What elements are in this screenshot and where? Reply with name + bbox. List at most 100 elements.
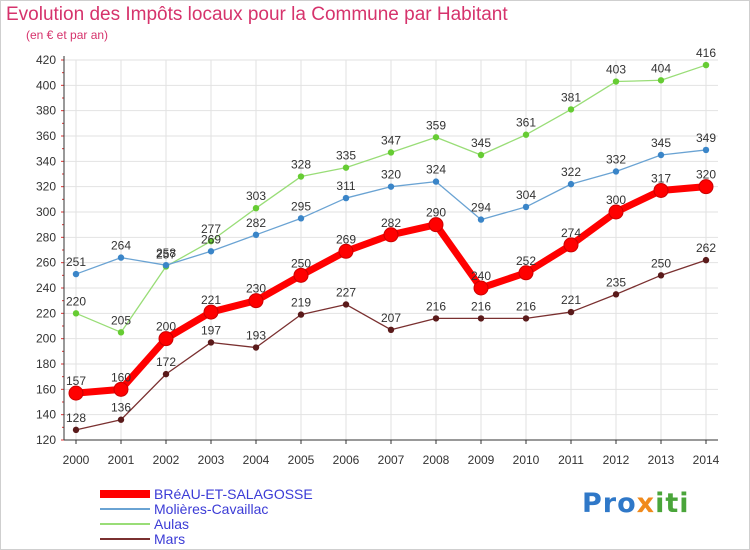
data-label: 320 xyxy=(696,168,716,182)
data-label: 221 xyxy=(561,293,581,307)
data-point xyxy=(387,183,395,190)
data-point xyxy=(72,310,80,317)
data-point xyxy=(612,78,620,85)
data-point xyxy=(207,237,215,245)
data-labels: 157 160 200 221 230 250 269 282 290 240 252 274 300 3… xyxy=(66,46,716,425)
data-point xyxy=(248,293,264,309)
data-label: 290 xyxy=(426,206,446,220)
data-point xyxy=(657,272,665,279)
data-point xyxy=(342,164,350,171)
x-tick-label: 2013 xyxy=(648,453,675,467)
data-point xyxy=(657,151,665,159)
legend-label: Mars xyxy=(154,531,185,547)
data-point xyxy=(342,301,350,308)
x-tick-label: 2007 xyxy=(378,453,405,467)
chart-title: Evolution des Impôts locaux pour la Comm… xyxy=(6,4,508,25)
data-point xyxy=(608,204,624,220)
legend: BRéAU-ET-SALAGOSSEMolières-CavaillacAula… xyxy=(100,486,313,547)
data-label: 282 xyxy=(246,216,266,230)
data-label: 404 xyxy=(651,61,671,75)
y-tick-label: 220 xyxy=(36,306,56,320)
data-label: 250 xyxy=(291,256,311,270)
data-label: 269 xyxy=(201,232,221,246)
series-1 xyxy=(68,179,714,401)
data-point xyxy=(477,216,485,223)
data-label: 311 xyxy=(336,179,355,193)
data-label: 322 xyxy=(561,165,581,179)
y-tick-label: 200 xyxy=(36,332,56,346)
data-label: 403 xyxy=(606,63,626,77)
x-tick-label: 2000 xyxy=(63,453,90,467)
legend-label: BRéAU-ET-SALAGOSSE xyxy=(154,486,313,502)
data-label: 230 xyxy=(246,282,266,296)
data-point xyxy=(612,168,620,175)
data-point xyxy=(432,178,440,185)
x-tick-label: 2011 xyxy=(558,453,584,467)
y-tick-label: 420 xyxy=(36,53,56,67)
y-tick-label: 320 xyxy=(36,180,56,194)
data-point xyxy=(68,385,84,401)
data-label: 240 xyxy=(471,269,491,283)
data-label: 349 xyxy=(696,131,716,145)
data-label: 219 xyxy=(291,296,311,310)
data-point xyxy=(477,315,485,322)
data-label: 345 xyxy=(651,136,671,150)
data-label: 250 xyxy=(651,256,671,270)
data-label: 262 xyxy=(696,241,716,255)
y-tick-label: 180 xyxy=(36,357,56,371)
data-label: 220 xyxy=(66,294,86,308)
data-point xyxy=(297,215,305,222)
data-point xyxy=(203,304,219,320)
data-point xyxy=(567,180,575,188)
data-point xyxy=(432,315,440,322)
data-label: 295 xyxy=(291,199,311,213)
data-label: 258 xyxy=(156,246,176,260)
chart-subtitle: (en € et par an) xyxy=(26,28,109,42)
legend-label: Aulas xyxy=(154,516,189,532)
data-label: 335 xyxy=(336,149,356,163)
data-label: 221 xyxy=(201,293,221,307)
data-point xyxy=(297,173,305,180)
data-point xyxy=(207,339,215,346)
data-point xyxy=(432,134,440,141)
data-label: 193 xyxy=(246,329,266,343)
data-point xyxy=(567,106,575,113)
data-point xyxy=(477,151,485,159)
data-label: 252 xyxy=(516,254,536,268)
data-point xyxy=(252,344,260,351)
y-tick-label: 400 xyxy=(36,78,56,92)
y-tick-label: 300 xyxy=(36,205,56,219)
series-group xyxy=(68,61,714,434)
data-label: 207 xyxy=(381,311,401,325)
data-point xyxy=(117,416,125,423)
x-tick-label: 2009 xyxy=(468,453,495,467)
data-point xyxy=(72,270,80,278)
data-label: 416 xyxy=(696,46,716,60)
data-point xyxy=(702,146,710,154)
x-tick-label: 2006 xyxy=(333,453,360,467)
data-label: 304 xyxy=(516,188,536,202)
data-point xyxy=(653,182,669,198)
data-label: 136 xyxy=(111,401,131,415)
x-tick-label: 2008 xyxy=(423,453,450,467)
data-label: 359 xyxy=(426,118,446,132)
x-tick-label: 2001 xyxy=(108,453,135,467)
x-tick-label: 2005 xyxy=(288,453,315,467)
data-label: 361 xyxy=(516,116,536,130)
series-4 xyxy=(72,256,710,434)
data-label: 282 xyxy=(381,216,401,230)
data-label: 235 xyxy=(606,275,626,289)
y-tick-label: 240 xyxy=(36,281,56,295)
data-label: 320 xyxy=(381,168,401,182)
data-label: 197 xyxy=(201,323,221,337)
x-tick-label: 2010 xyxy=(513,453,540,467)
data-point xyxy=(473,280,489,296)
data-point xyxy=(387,326,395,333)
x-tick-label: 2002 xyxy=(153,453,180,467)
x-tick-label: 2014 xyxy=(693,453,720,467)
data-label: 157 xyxy=(66,374,86,388)
data-label: 294 xyxy=(471,201,491,215)
data-point xyxy=(252,231,260,238)
data-point xyxy=(162,370,170,378)
data-point xyxy=(117,254,125,261)
